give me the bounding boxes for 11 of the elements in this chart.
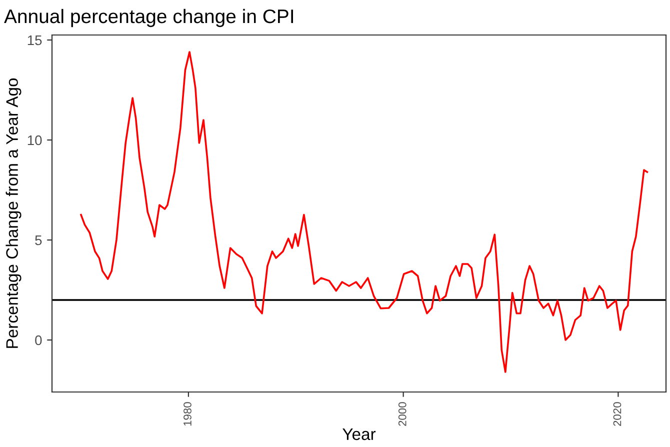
y-tick-label: 0 (35, 335, 42, 346)
chart-title: Annual percentage change in CPI (4, 8, 293, 28)
y-tick-label: 5 (35, 235, 42, 246)
y-tick-label: 10 (28, 135, 42, 146)
x-axis-title: Year (342, 428, 376, 440)
y-tick-label: 15 (28, 35, 42, 46)
x-tick-label: 2000 (398, 402, 406, 426)
line-series (80, 51, 648, 373)
x-tick-label: 2020 (613, 402, 622, 426)
y-axis-title: Percentage Change from a Year Ago (6, 78, 22, 348)
x-tick-label: 1980 (184, 402, 192, 426)
